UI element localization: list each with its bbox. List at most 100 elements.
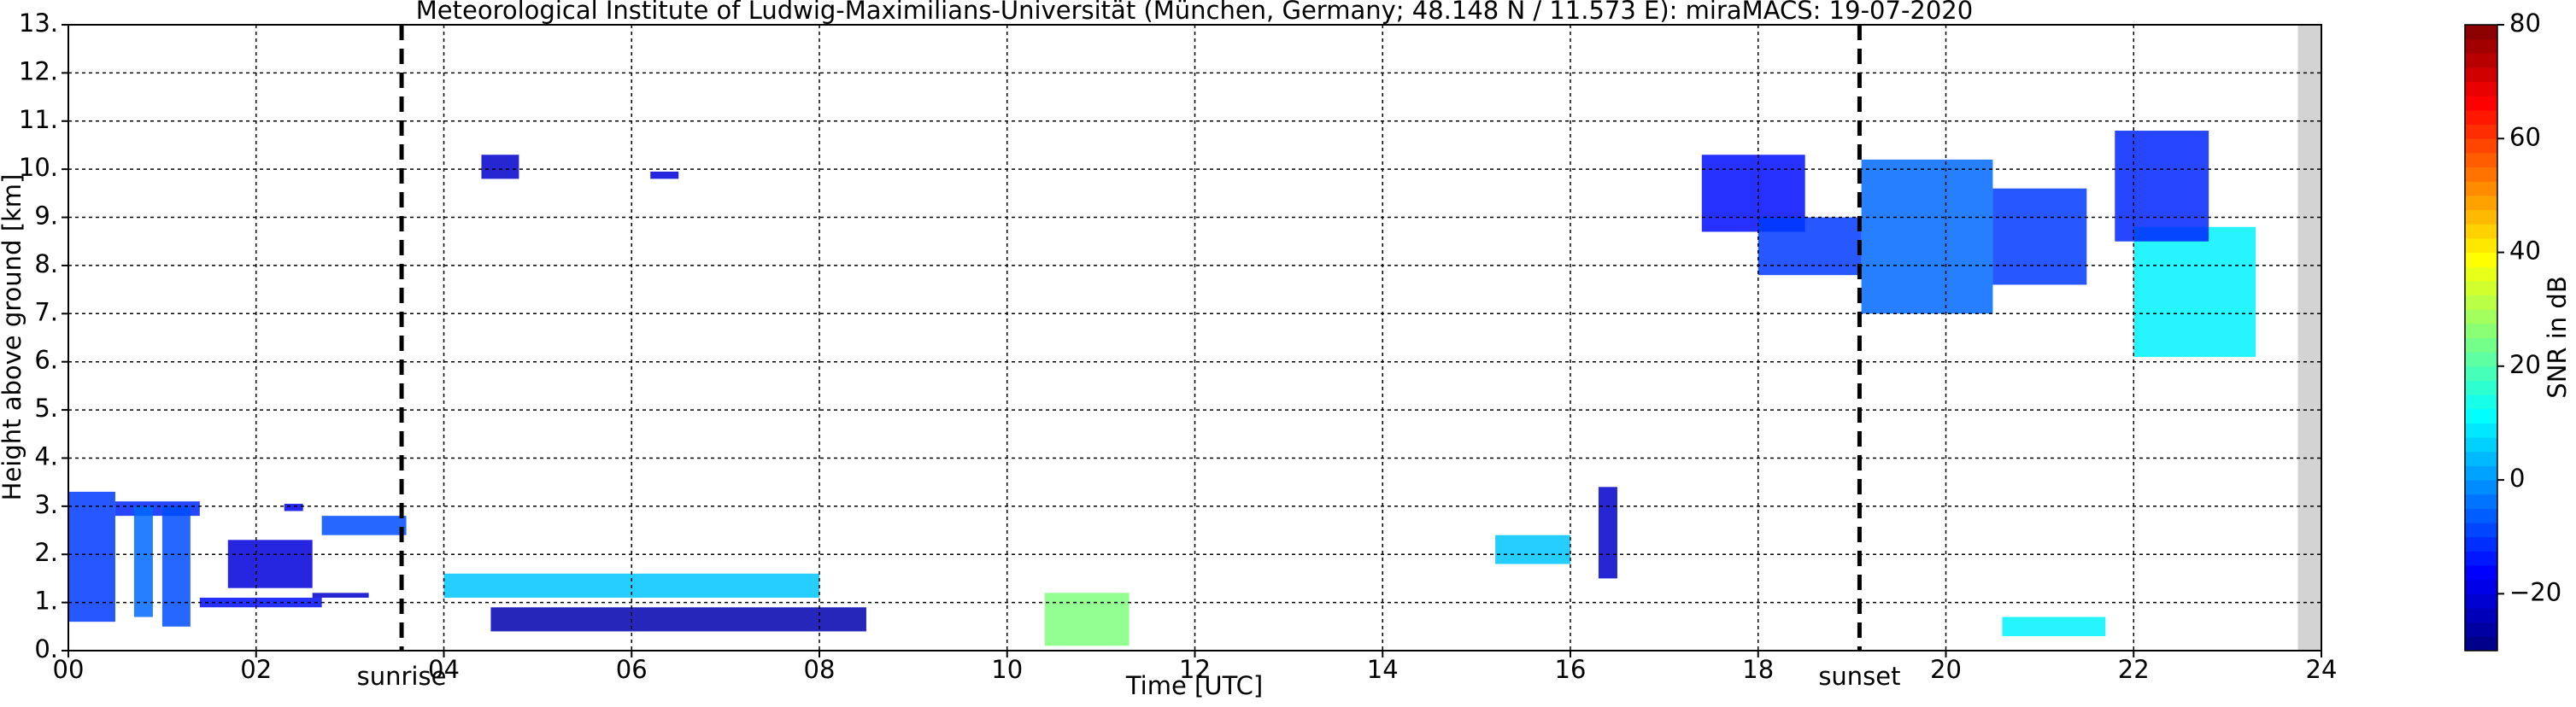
colorbar-segment xyxy=(2465,579,2497,594)
colorbar-tick-label: 80 xyxy=(2509,9,2541,38)
colorbar-segment xyxy=(2465,323,2497,338)
y-tick-label: 9. xyxy=(34,202,58,231)
colorbar-segment xyxy=(2465,53,2497,68)
colorbar-segment xyxy=(2465,523,2497,538)
radar-echo xyxy=(1044,593,1130,646)
x-tick-label: 20 xyxy=(1930,655,1962,684)
radar-echo xyxy=(650,171,679,179)
colorbar-segment xyxy=(2465,195,2497,211)
colorbar-segment xyxy=(2465,352,2497,367)
colorbar-segment xyxy=(2465,81,2497,96)
colorbar-segment xyxy=(2465,96,2497,111)
x-tick-label: 12 xyxy=(1179,655,1211,684)
radar-echo xyxy=(321,516,407,535)
y-tick-label: 1. xyxy=(34,587,58,616)
colorbar-segment xyxy=(2465,394,2497,410)
x-tick-label: 16 xyxy=(1555,655,1587,684)
y-tick-label: 4. xyxy=(34,441,58,470)
radar-echo xyxy=(1598,487,1617,579)
x-axis-label: Time [UTC] xyxy=(1125,671,1263,700)
colorbar-tick-label: −20 xyxy=(2509,577,2561,606)
colorbar-segment xyxy=(2465,365,2497,381)
radar-echo xyxy=(481,155,519,179)
colorbar-frame xyxy=(2464,24,2498,651)
colorbar-segment xyxy=(2465,636,2497,651)
radar-echo xyxy=(490,607,866,632)
colorbar-segment xyxy=(2465,309,2497,324)
colorbar-segment xyxy=(2465,280,2497,296)
colorbar-segment xyxy=(2465,109,2497,126)
x-tick-label: 04 xyxy=(428,655,460,684)
radar-echo xyxy=(284,504,303,511)
colorbar-segment xyxy=(2465,124,2497,139)
y-tick-label: 8. xyxy=(34,249,58,278)
y-tick-label: 3. xyxy=(34,490,58,519)
x-tick-label: 00 xyxy=(53,655,85,684)
y-axis-label: Height above ground [km] xyxy=(0,174,26,501)
x-tick-label: 24 xyxy=(2306,655,2338,684)
y-tick-label: 7. xyxy=(34,297,58,326)
colorbar-segment xyxy=(2465,593,2497,609)
colorbar-segment xyxy=(2465,181,2497,196)
colorbar-segment xyxy=(2465,252,2497,267)
colorbar-segment xyxy=(2465,551,2497,566)
colorbar-segment xyxy=(2465,224,2497,239)
radar-echo xyxy=(1861,159,1993,314)
colorbar-label: SNR in dB xyxy=(2543,276,2572,398)
radar-echo xyxy=(2002,616,2106,637)
colorbar-segment xyxy=(2465,408,2497,424)
radar-echo xyxy=(312,593,369,598)
colorbar-segment xyxy=(2465,437,2497,453)
y-tick-label: 11. xyxy=(19,105,58,134)
radar-echo xyxy=(133,505,153,617)
colorbar-segment xyxy=(2465,508,2497,523)
colorbar-segment xyxy=(2465,138,2497,154)
colorbar-segment xyxy=(2465,38,2497,54)
radar-echo xyxy=(227,540,313,588)
colorbar-segment xyxy=(2465,451,2497,466)
colorbar-segment xyxy=(2465,295,2497,310)
colorbar-tick-label: 40 xyxy=(2509,237,2541,266)
y-tick-label: 5. xyxy=(34,394,58,423)
colorbar-segment xyxy=(2465,266,2497,282)
y-tick-label: 2. xyxy=(34,538,58,567)
radar-echo xyxy=(68,491,115,622)
marker-label: sunrise xyxy=(357,662,447,691)
colorbar-segment xyxy=(2465,25,2497,40)
colorbar-segment xyxy=(2465,380,2497,395)
colorbar-segment xyxy=(2465,622,2497,637)
colorbar-segment xyxy=(2465,237,2497,254)
x-tick-label: 02 xyxy=(240,655,272,684)
marker-label: sunset xyxy=(1818,662,1900,691)
x-tick-label: 18 xyxy=(1742,655,1774,684)
colorbar-segment xyxy=(2465,480,2497,495)
colorbar-segment xyxy=(2465,167,2497,182)
colorbar-tick-label: 60 xyxy=(2509,122,2541,151)
colorbar-segment xyxy=(2465,423,2497,438)
y-tick-label: 6. xyxy=(34,346,58,375)
colorbar-segment xyxy=(2465,608,2497,623)
x-tick-label: 08 xyxy=(804,655,836,684)
radar-echo xyxy=(2133,226,2256,358)
colorbar-tick-label: 20 xyxy=(2509,350,2541,379)
radar-echo xyxy=(1992,188,2087,285)
y-tick-label: 12. xyxy=(19,56,58,85)
chart-title: Meteorological Institute of Ludwig-Maxim… xyxy=(416,0,1973,25)
radar-echo xyxy=(2115,131,2209,242)
colorbar-segment xyxy=(2465,565,2497,581)
x-tick-label: 14 xyxy=(1367,655,1399,684)
colorbar-segment xyxy=(2465,152,2497,168)
colorbar-tick-label: 0 xyxy=(2509,464,2525,493)
colorbar-segment xyxy=(2465,465,2497,481)
colorbar-segment xyxy=(2465,536,2497,552)
colorbar-segment xyxy=(2465,209,2497,225)
y-tick-label: 13. xyxy=(19,9,58,38)
colorbar-segment xyxy=(2465,67,2497,83)
y-tick-label: 0. xyxy=(34,634,58,663)
radar-echo xyxy=(161,505,191,627)
plot-frame xyxy=(67,24,2322,651)
radar-echo xyxy=(1757,217,1862,276)
colorbar-segment xyxy=(2465,494,2497,509)
x-tick-label: 06 xyxy=(616,655,648,684)
